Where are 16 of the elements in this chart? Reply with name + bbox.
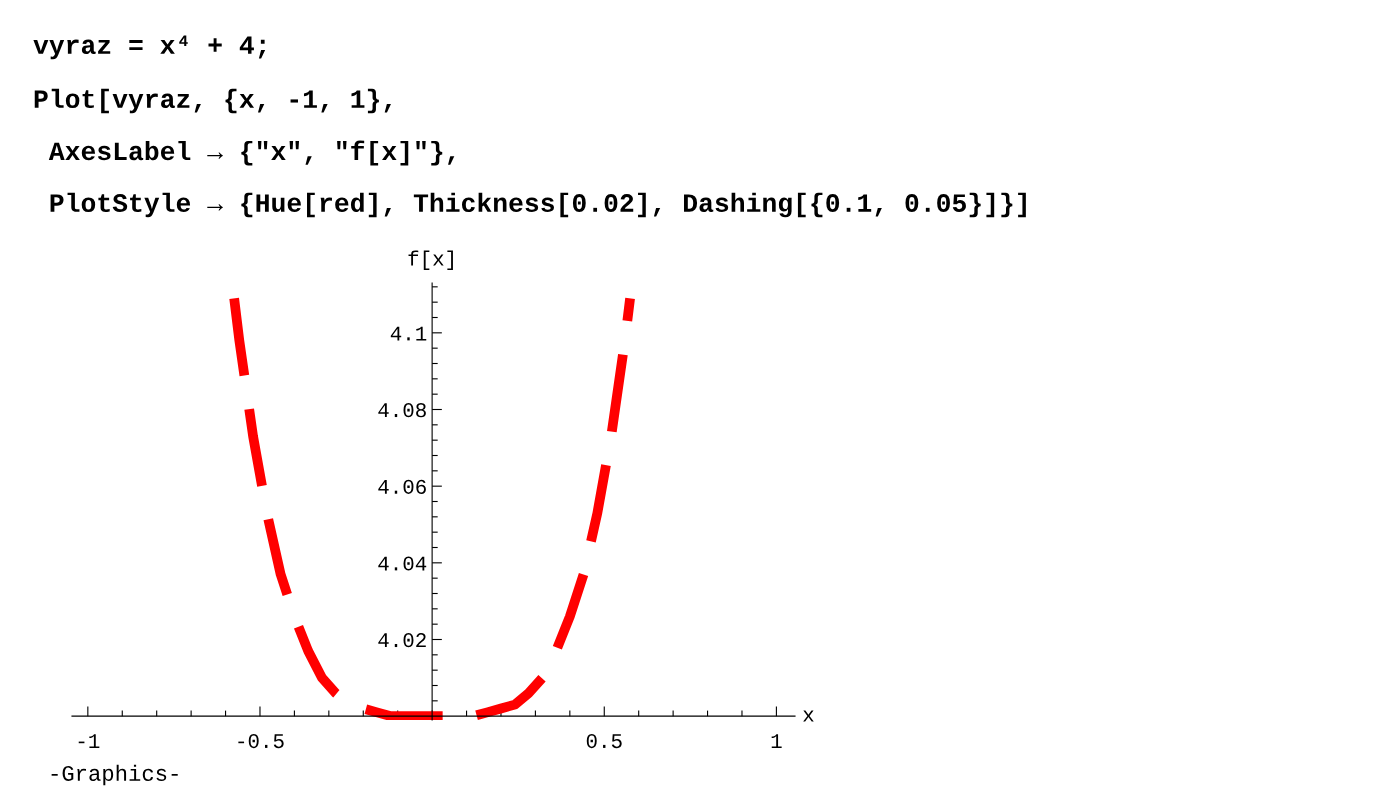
y-tick-label: 4.1 (390, 326, 427, 341)
y-axis-title: f[x] (408, 250, 453, 270)
x-tick-label: -0.5 (238, 734, 284, 749)
text: AxesLabel → {"x", "f[x]"}, (48, 140, 455, 166)
y-tick-label: 4.06 (378, 479, 426, 494)
text: Plot[vyraz, {x, -1, 1}, (34, 88, 391, 114)
x-tick-label: 1 (771, 734, 782, 748)
text: vyraz = x⁴ + 4; (33, 35, 266, 60)
text: -Graphics- (51, 764, 178, 786)
y-tick-label: 4.02 (378, 633, 426, 648)
x-tick-label: -1 (78, 734, 100, 748)
y-tick-label: 4.04 (378, 556, 427, 571)
text: PlotStyle → {Hue[red], Thickness[0.02], Dashing[{0.1, 0.05}]}] (50, 192, 1026, 218)
x-axis-title: x (803, 710, 814, 722)
y-tick-label: 4.08 (378, 403, 426, 418)
x-tick-label: 0.5 (586, 734, 622, 749)
